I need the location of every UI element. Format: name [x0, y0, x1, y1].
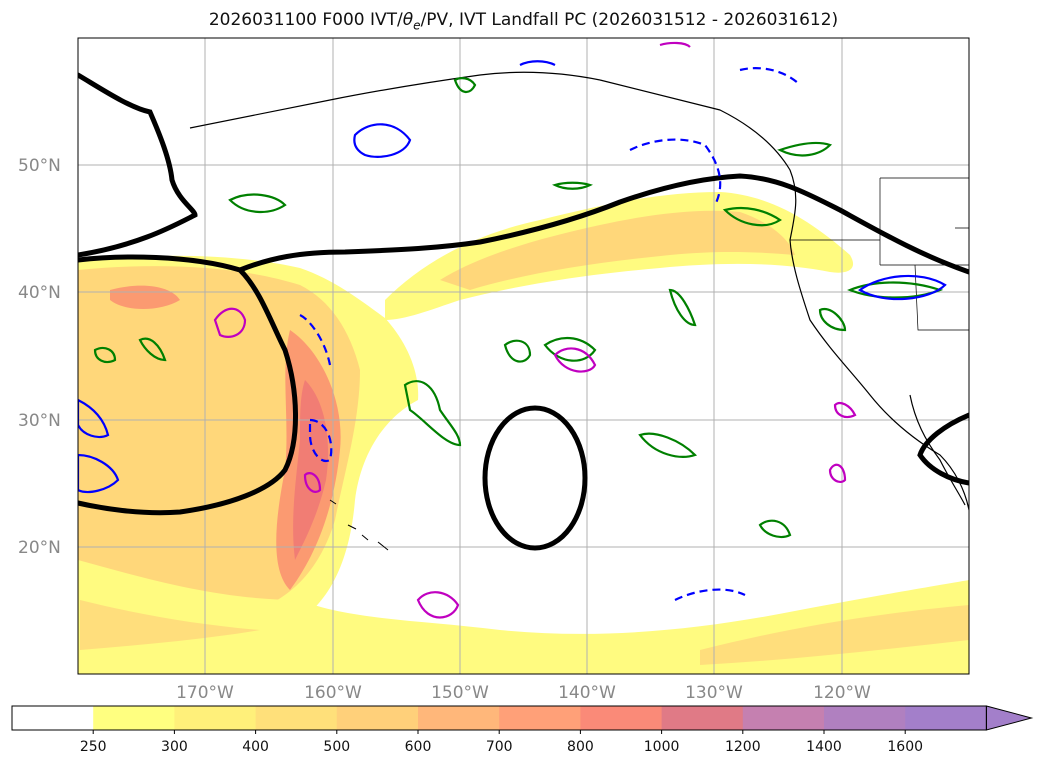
colorbar-level-label: 700	[486, 739, 513, 755]
hawaii-islands	[329, 499, 389, 551]
lat-label-40: 40°N	[18, 283, 61, 303]
colorbar-level-label: 250	[80, 739, 107, 755]
colorbar-level-label: 300	[161, 739, 188, 755]
magenta-contour-4	[416, 591, 460, 619]
pv-contours	[78, 60, 947, 601]
pv-contour-3	[78, 453, 120, 494]
colorbar-segment	[93, 706, 175, 730]
pv-contour-10	[519, 60, 556, 67]
theta-e-contour-3	[503, 339, 532, 363]
theta-e-contour-13	[552, 181, 593, 190]
magenta-contour-7	[659, 41, 691, 48]
theta-e-contour-8	[722, 206, 782, 227]
magenta-contour-1	[213, 307, 247, 338]
lat-label-50: 50°N	[18, 156, 61, 176]
north-america-coast	[599, 79, 969, 511]
colorbar-level-label: 600	[405, 739, 432, 755]
lon-label-130w: 130°W	[685, 683, 743, 703]
colorbar-segment	[418, 706, 500, 730]
coastline	[189, 71, 969, 551]
pv-contour-1	[353, 123, 412, 158]
lon-label-120w: 120°W	[813, 683, 871, 703]
pc-contour-west	[78, 254, 298, 516]
theta-e-contour-5	[638, 432, 698, 458]
colorbar-segment	[661, 706, 744, 730]
lon-label-160w: 160°W	[304, 683, 362, 703]
theta-e-contour-11	[758, 519, 792, 539]
theta-e-contour-12	[668, 288, 697, 327]
lon-label-150w: 150°W	[431, 683, 489, 703]
colorbar-segment	[255, 706, 338, 730]
colorbar-segment	[336, 706, 419, 730]
colorbar-level-label: 1600	[887, 739, 923, 755]
theta-e-contours	[93, 77, 944, 539]
pc-contours	[78, 72, 969, 551]
ivt-plume-west-max	[293, 380, 329, 560]
lon-label-170w: 170°W	[176, 683, 234, 703]
lat-label-20: 20°N	[18, 538, 61, 558]
pv-contour-9	[674, 588, 746, 601]
lon-label-140w: 140°W	[558, 683, 616, 703]
colorbar-extend-arrow	[985, 705, 1034, 731]
lon-labels: 170°W 160°W 150°W 140°W 130°W 120°W	[176, 683, 871, 703]
magenta-contours	[213, 41, 857, 619]
ivt-band-south-mid	[80, 600, 969, 665]
theta-e-contour-6	[818, 307, 847, 332]
colorbar-segment	[824, 706, 906, 730]
colorbar-segment	[905, 706, 987, 730]
title-suffix: /PV, IVT Landfall PC (2026031512 - 20260…	[420, 10, 839, 30]
colorbar-segment	[499, 706, 581, 730]
magenta-contour-2	[553, 347, 597, 373]
theta-e-contour-15	[777, 141, 833, 157]
pc-contour-north	[237, 173, 969, 275]
alaska-coast	[189, 71, 601, 129]
map-title: 2026031100 F000 IVT/θe/PV, IVT Landfall …	[0, 10, 1047, 32]
colorbar-level-label: 1200	[725, 739, 761, 755]
pv-contour-7	[739, 67, 801, 86]
baja-coast	[909, 394, 966, 506]
ivt-band-north-mid	[440, 210, 795, 290]
colorbar-segment	[742, 706, 825, 730]
graticule	[78, 38, 969, 674]
pc-contour-nw	[78, 72, 198, 258]
colorbar: 250 300 400 500 600 700 800 1000 1200 1400 1600	[11, 705, 1034, 755]
colorbar-segment	[174, 706, 257, 730]
map-frame	[77, 37, 970, 675]
theta-e-contour-4	[543, 337, 597, 362]
theta-e-contour-1	[228, 193, 287, 214]
colorbar-segment	[580, 706, 663, 730]
pv-contour-4	[299, 314, 332, 366]
pv-contour-6	[629, 138, 722, 206]
theta-e-contour-14	[453, 77, 477, 93]
colorbar-level-label: 400	[242, 739, 269, 755]
lat-label-30: 30°N	[18, 411, 61, 431]
state-borders	[790, 177, 969, 331]
pc-contour-southeast	[917, 412, 969, 486]
pv-contour-8	[858, 274, 947, 301]
title-theta: θ	[402, 10, 414, 30]
colorbar-level-label: 500	[323, 739, 350, 755]
pv-contour-2	[78, 398, 110, 439]
theta-e-contour-9	[93, 346, 117, 364]
pc-contour-center	[482, 405, 588, 551]
colorbar-level-label: 800	[567, 739, 594, 755]
magenta-contour-3	[303, 472, 322, 493]
theta-e-contour-10	[138, 337, 167, 362]
pv-contour-5	[308, 418, 333, 463]
title-prefix: 2026031100 F000 IVT/	[208, 10, 403, 30]
magenta-contour-6	[828, 463, 847, 484]
colorbar-level-label: 1400	[806, 739, 842, 755]
ivt-plume-west-high	[110, 285, 341, 590]
magenta-contour-5	[833, 401, 857, 419]
colorbar-level-label: 1000	[644, 739, 680, 755]
colorbar-segment	[12, 706, 94, 730]
lat-labels: 50°N 40°N 30°N 20°N	[18, 156, 61, 558]
title-theta-subscript: e	[413, 18, 421, 33]
theta-e-contour-2	[403, 380, 462, 447]
